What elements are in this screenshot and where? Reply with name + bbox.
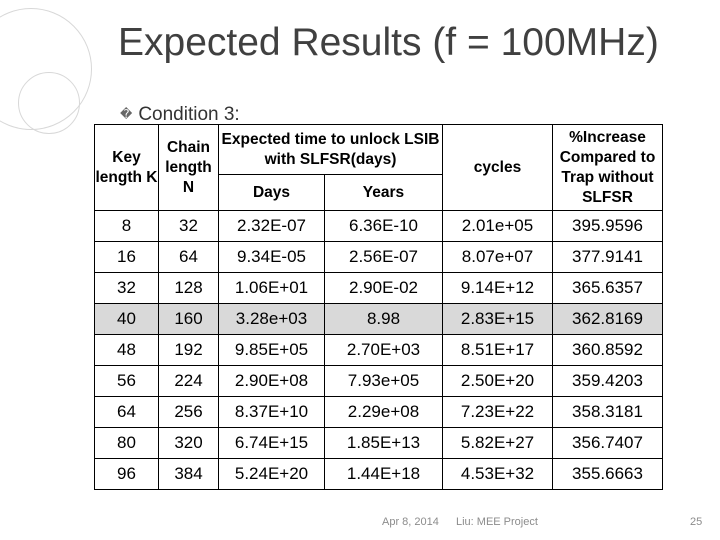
cell-increase: 377.9141 (552, 241, 663, 273)
cell-n: 224 (158, 365, 219, 397)
cell-cycles: 7.23E+22 (442, 396, 553, 428)
cell-n: 64 (158, 241, 219, 273)
cell-years: 2.90E-02 (324, 272, 443, 304)
cell-cycles: 2.50E+20 (442, 365, 553, 397)
cell-days: 1.06E+01 (218, 272, 325, 304)
cell-n: 32 (158, 210, 219, 242)
header-key-length: Key length K (94, 124, 159, 211)
cell-increase: 358.3181 (552, 396, 663, 428)
cell-increase: 359.4203 (552, 365, 663, 397)
footer-project: Liu: MEE Project (456, 516, 538, 528)
table-row: 8 32 2.32E-07 6.36E-10 2.01e+05 395.9596 (94, 210, 663, 242)
cell-days: 3.28e+03 (218, 303, 325, 335)
cell-increase: 362.8169 (552, 303, 663, 335)
cell-years: 8.98 (324, 303, 443, 335)
footer-date: Apr 8, 2014 (382, 516, 439, 528)
cell-cycles: 8.51E+17 (442, 334, 553, 366)
subtitle-text: Condition 3: (138, 104, 240, 125)
page-number: 25 (690, 516, 703, 528)
table-row: 16 64 9.34E-05 2.56E-07 8.07e+07 377.914… (94, 241, 663, 273)
table-row: 48 192 9.85E+05 2.70E+03 8.51E+17 360.85… (94, 334, 663, 366)
cell-days: 2.32E-07 (218, 210, 325, 242)
cell-days: 2.90E+08 (218, 365, 325, 397)
header-increase: %Increase Compared to Trap without SLFSR (552, 124, 663, 211)
cell-years: 2.29e+08 (324, 396, 443, 428)
header-cycles: cycles (442, 124, 553, 211)
cell-k: 80 (94, 427, 159, 459)
bullet-icon: � (120, 107, 133, 121)
cell-n: 256 (158, 396, 219, 428)
cell-days: 9.85E+05 (218, 334, 325, 366)
cell-n: 128 (158, 272, 219, 304)
table-row-highlighted: 40 160 3.28e+03 8.98 2.83E+15 362.8169 (94, 303, 663, 335)
cell-k: 48 (94, 334, 159, 366)
cell-cycles: 5.82E+27 (442, 427, 553, 459)
cell-increase: 395.9596 (552, 210, 663, 242)
cell-cycles: 8.07e+07 (442, 241, 553, 273)
table-row: 56 224 2.90E+08 7.93e+05 2.50E+20 359.42… (94, 365, 663, 397)
cell-cycles: 2.01e+05 (442, 210, 553, 242)
cell-n: 192 (158, 334, 219, 366)
cell-increase: 365.6357 (552, 272, 663, 304)
decorative-circle-small (18, 72, 80, 134)
cell-days: 6.74E+15 (218, 427, 325, 459)
header-chain-length: Chain length N (158, 124, 219, 211)
table-row: 96 384 5.24E+20 1.44E+18 4.53E+32 355.66… (94, 458, 663, 490)
cell-years: 6.36E-10 (324, 210, 443, 242)
cell-days: 5.24E+20 (218, 458, 325, 490)
cell-k: 96 (94, 458, 159, 490)
cell-years: 7.93e+05 (324, 365, 443, 397)
cell-k: 16 (94, 241, 159, 273)
slide-subtitle: � Condition 3: (120, 104, 240, 126)
cell-k: 64 (94, 396, 159, 428)
cell-n: 160 (158, 303, 219, 335)
header-expected-time: Expected time to unlock LSIB with SLFSR(… (218, 124, 443, 175)
cell-years: 2.56E-07 (324, 241, 443, 273)
table-row: 80 320 6.74E+15 1.85E+13 5.82E+27 356.74… (94, 427, 663, 459)
cell-years: 1.85E+13 (324, 427, 443, 459)
cell-days: 9.34E-05 (218, 241, 325, 273)
cell-k: 56 (94, 365, 159, 397)
cell-increase: 355.6663 (552, 458, 663, 490)
cell-k: 32 (94, 272, 159, 304)
header-years: Years (324, 174, 443, 211)
cell-cycles: 2.83E+15 (442, 303, 553, 335)
cell-cycles: 9.14E+12 (442, 272, 553, 304)
cell-n: 320 (158, 427, 219, 459)
cell-increase: 356.7407 (552, 427, 663, 459)
cell-years: 2.70E+03 (324, 334, 443, 366)
cell-cycles: 4.53E+32 (442, 458, 553, 490)
results-table: Key length K Chain length N Expected tim… (94, 124, 663, 490)
cell-k: 8 (94, 210, 159, 242)
cell-days: 8.37E+10 (218, 396, 325, 428)
slide-title: Expected Results (f = 100MHz) (118, 21, 659, 64)
cell-k: 40 (94, 303, 159, 335)
cell-increase: 360.8592 (552, 334, 663, 366)
header-days: Days (218, 174, 325, 211)
table-row: 64 256 8.37E+10 2.29e+08 7.23E+22 358.31… (94, 396, 663, 428)
cell-n: 384 (158, 458, 219, 490)
table-row: 32 128 1.06E+01 2.90E-02 9.14E+12 365.63… (94, 272, 663, 304)
cell-years: 1.44E+18 (324, 458, 443, 490)
